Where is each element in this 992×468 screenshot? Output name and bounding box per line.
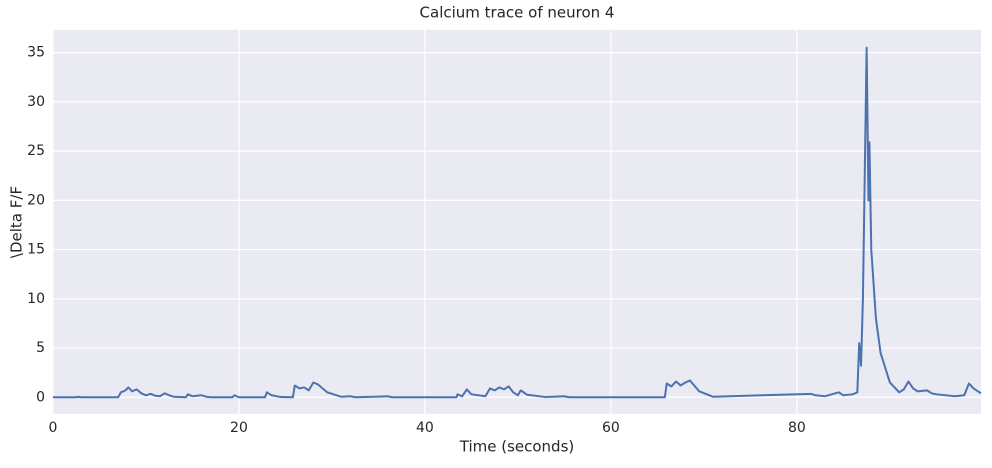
x-tick-label: 60 [602, 420, 620, 436]
x-axis-label: Time (seconds) [459, 438, 575, 456]
y-tick-label: 0 [36, 389, 45, 405]
x-tick-label: 40 [416, 420, 434, 436]
y-tick-label: 30 [27, 94, 45, 110]
y-tick-label: 20 [27, 192, 45, 208]
x-tick-label: 80 [788, 420, 806, 436]
y-axis-label: \Delta F/F [8, 186, 26, 258]
y-tick-label: 15 [27, 242, 45, 258]
y-tick-label: 25 [27, 143, 45, 159]
x-tick-label: 0 [49, 420, 58, 436]
y-tick-label: 10 [27, 291, 45, 307]
chart-title: Calcium trace of neuron 4 [420, 4, 615, 22]
plot-area [53, 30, 981, 414]
y-tick-label: 5 [36, 340, 45, 356]
data-line [53, 46, 982, 399]
y-tick-label: 35 [27, 45, 45, 61]
x-tick-label: 20 [230, 420, 248, 436]
